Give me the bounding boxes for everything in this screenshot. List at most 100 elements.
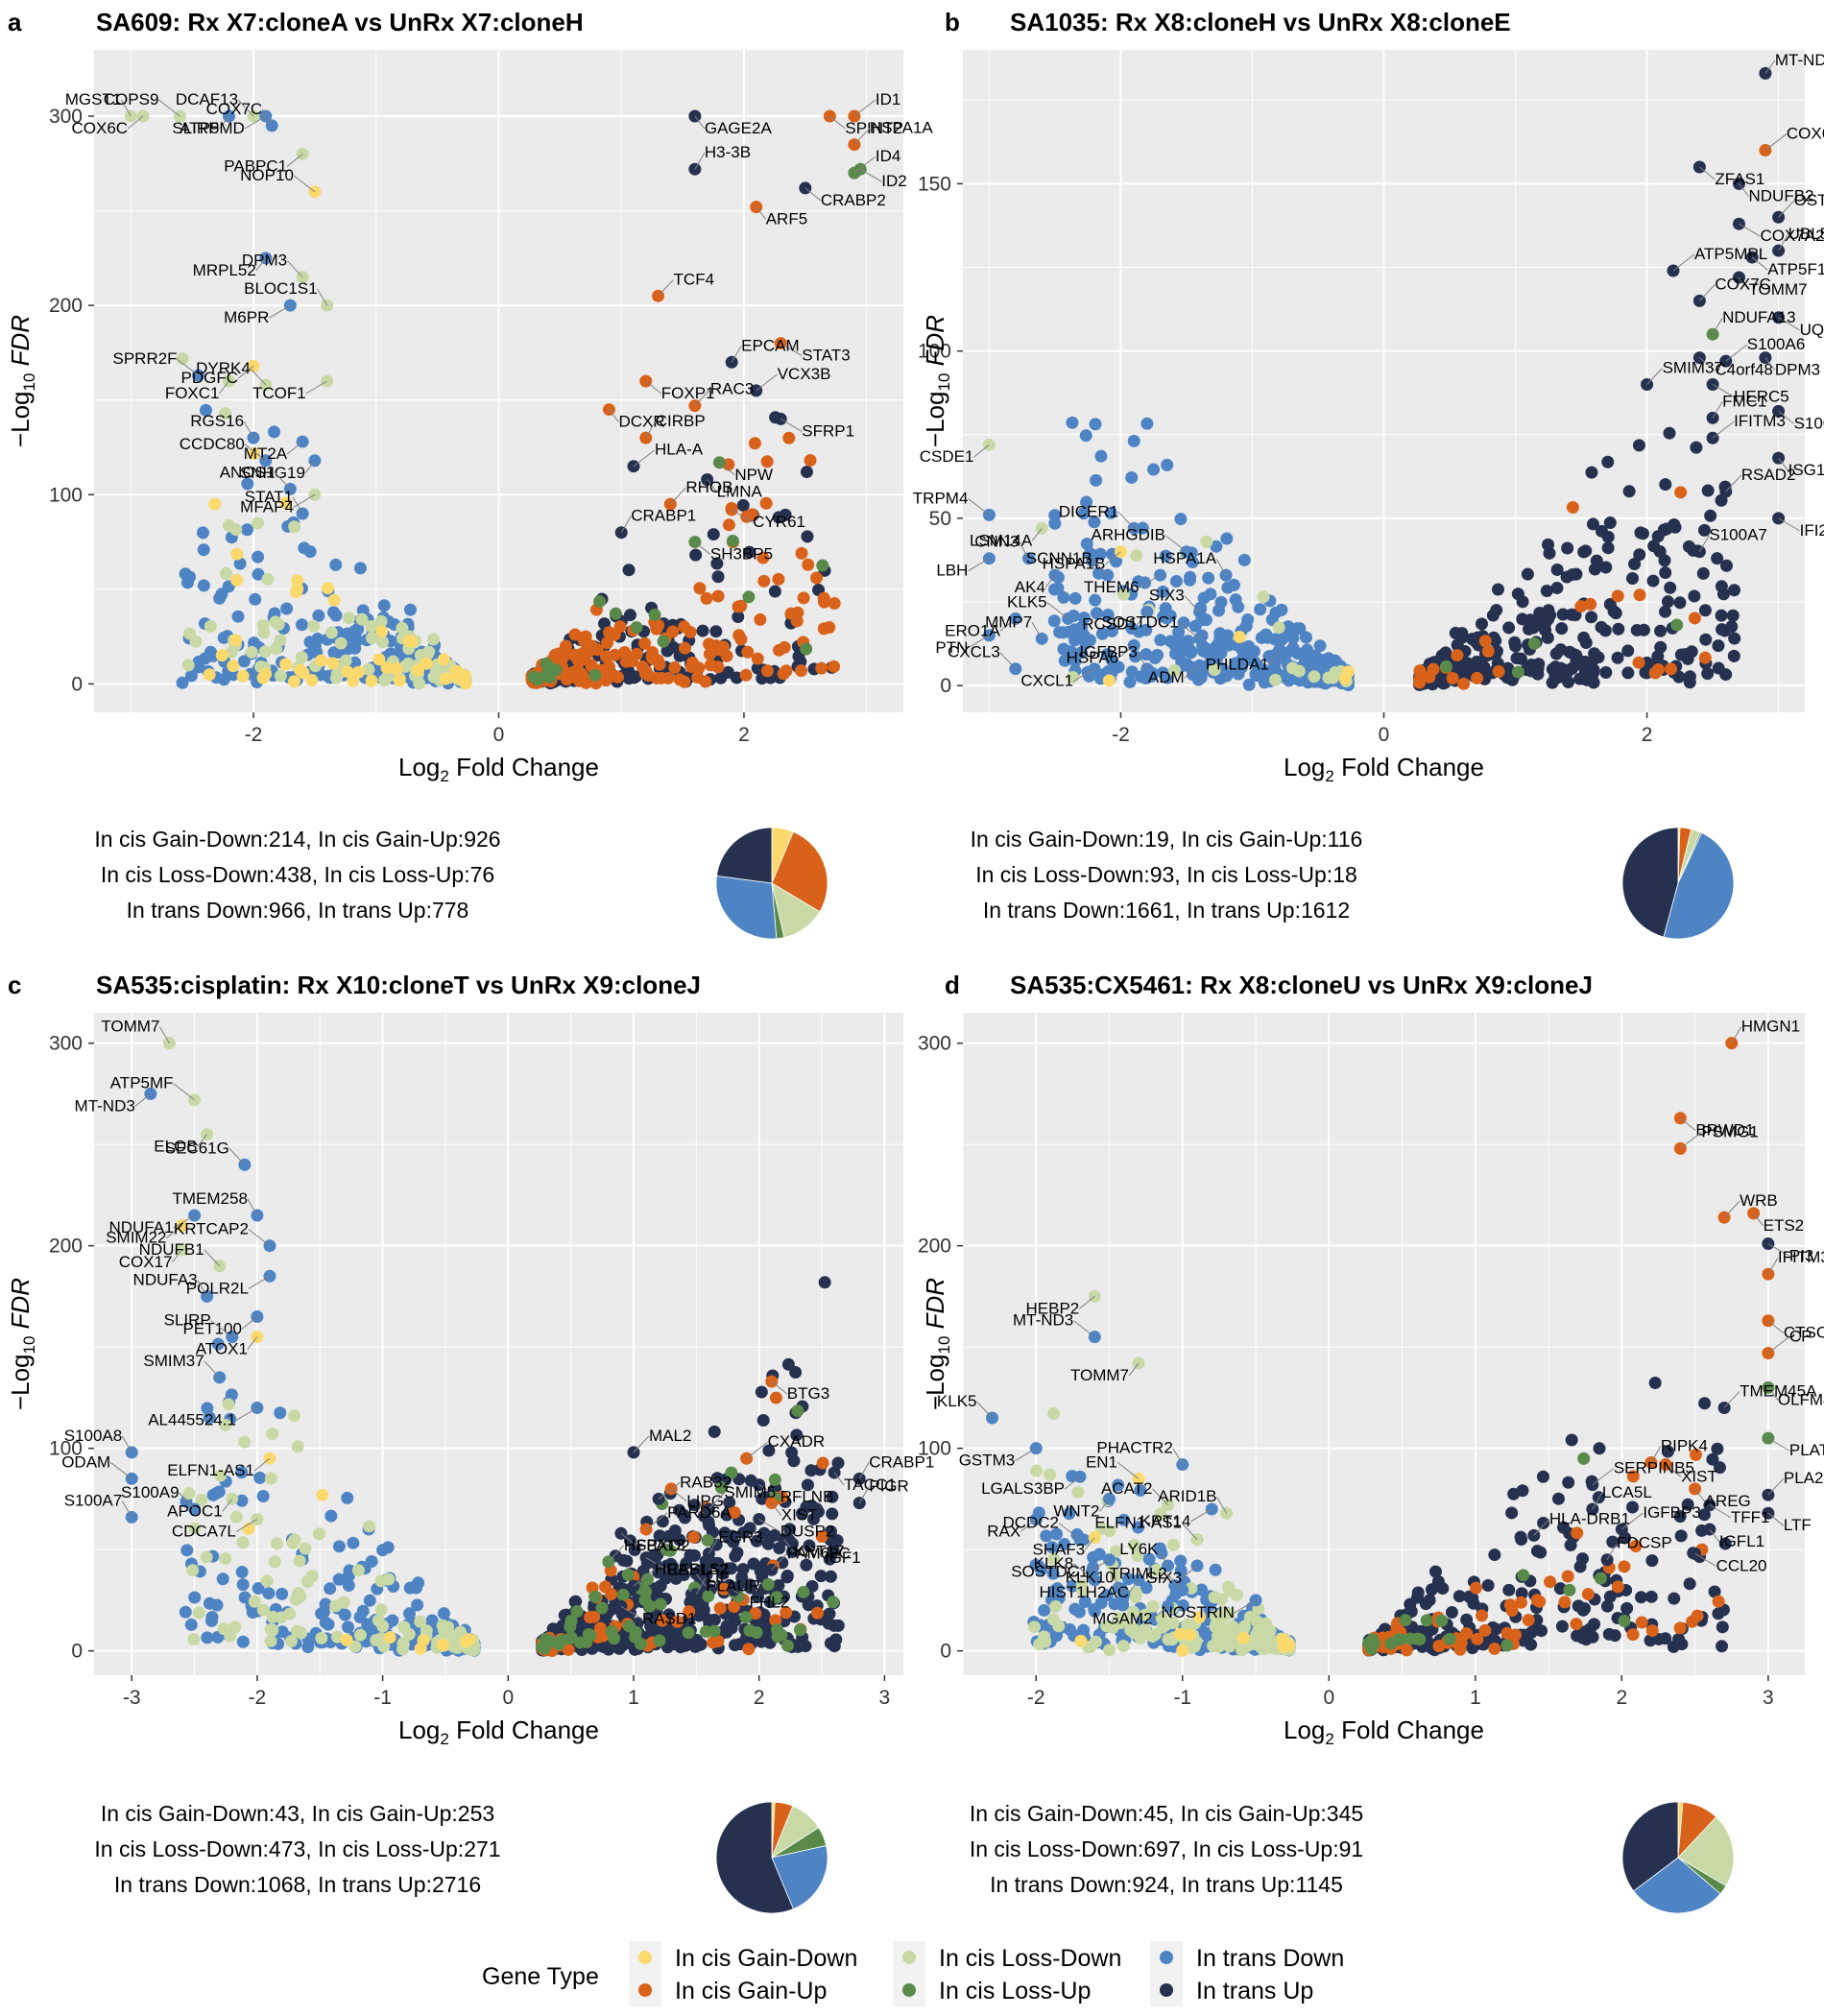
data-point — [1101, 665, 1115, 679]
gene-label: PTN — [935, 638, 968, 657]
data-point — [1600, 1599, 1614, 1613]
gene-label: UQCRB — [1800, 321, 1824, 339]
data-point — [201, 1631, 214, 1644]
data-point — [1072, 1605, 1086, 1619]
data-point — [678, 620, 691, 634]
data-point — [1542, 604, 1555, 617]
data-point — [1116, 588, 1130, 601]
data-point — [707, 528, 720, 541]
data-point — [654, 1597, 667, 1611]
pie-chart — [715, 1801, 828, 1914]
data-point — [712, 643, 726, 657]
data-point — [1134, 1484, 1147, 1498]
data-point — [1177, 616, 1190, 630]
gene-label: CXCL3 — [948, 643, 1000, 661]
data-point — [701, 1533, 714, 1547]
data-point — [1169, 575, 1183, 588]
data-point — [1160, 612, 1173, 625]
label-connector — [1764, 357, 1776, 371]
label-connector — [204, 1360, 221, 1379]
data-point — [710, 1472, 724, 1485]
data-point — [1716, 1620, 1729, 1634]
pie-slice — [715, 1801, 794, 1914]
label-connector — [253, 1457, 271, 1472]
data-point — [1664, 581, 1677, 594]
label-connector — [1105, 551, 1121, 565]
data-point — [1080, 495, 1093, 509]
label-connector — [771, 1380, 788, 1395]
data-point — [1079, 429, 1092, 443]
data-point — [1132, 625, 1145, 638]
data-point — [699, 675, 712, 688]
data-point — [1505, 1506, 1519, 1520]
data-point — [1691, 1609, 1704, 1622]
gene-label: MT2A — [244, 444, 288, 463]
data-point — [823, 621, 836, 635]
gene-label: PLA2G2A — [1784, 1469, 1824, 1487]
data-point — [1542, 538, 1555, 551]
data-point — [1654, 624, 1668, 637]
data-point — [1618, 1560, 1631, 1573]
data-point — [1051, 582, 1065, 595]
data-point — [1533, 1595, 1547, 1608]
y-tick-label: 150 — [918, 173, 951, 195]
data-point — [1212, 604, 1225, 617]
data-point — [653, 1529, 666, 1543]
label-connector — [166, 1225, 182, 1238]
data-point — [741, 645, 755, 659]
gene-label: COX6C — [1787, 125, 1824, 143]
data-point — [1068, 591, 1082, 605]
data-point — [539, 669, 552, 683]
data-point — [179, 1605, 192, 1619]
gene-label: IFI27 — [1800, 521, 1824, 540]
data-point — [564, 1620, 577, 1634]
data-point — [1698, 604, 1712, 617]
data-point — [1092, 1548, 1106, 1561]
label-connector — [1137, 612, 1148, 625]
data-point — [1511, 665, 1524, 679]
data-point — [1299, 631, 1312, 644]
gene-label: TCOF1 — [252, 384, 306, 402]
x-tick-label: 3 — [1763, 1687, 1774, 1709]
data-point — [1620, 1601, 1634, 1615]
data-point — [342, 1579, 355, 1593]
gene-label: SOSTDC1 — [1101, 612, 1178, 631]
y-tick-label: 100 — [49, 484, 83, 506]
data-point — [264, 1472, 277, 1485]
gene-label: GAGE2A — [705, 119, 773, 137]
gene-label: MT-ND3 — [75, 1096, 135, 1115]
data-point — [780, 1639, 794, 1652]
gene-label: NPW — [734, 466, 773, 484]
label-connector — [1606, 1543, 1618, 1560]
data-point — [261, 572, 275, 586]
y-tick-label: 200 — [49, 295, 83, 317]
data-point — [235, 1466, 249, 1479]
gene-label: ODAM — [61, 1452, 110, 1471]
gene-label: FBXO2 — [636, 1536, 690, 1554]
gene-label: PABPC1 — [224, 156, 287, 175]
data-point — [1283, 1638, 1296, 1651]
data-point — [555, 1634, 568, 1647]
data-point — [1551, 1492, 1565, 1505]
gene-label: KRT14 — [1140, 1512, 1191, 1530]
data-point — [790, 1428, 804, 1442]
data-point — [1660, 522, 1673, 536]
count-line: In cis Gain-Down:19, In cis Gain-Up:116 — [971, 827, 1363, 852]
data-point — [1103, 1644, 1116, 1657]
data-point — [1443, 1632, 1456, 1645]
gene-label: CSDE1 — [920, 447, 974, 466]
y-tick-label: 300 — [49, 106, 83, 128]
gene-label: COX7C — [206, 100, 263, 118]
data-point — [1080, 537, 1093, 550]
data-point — [334, 636, 348, 650]
data-point — [1567, 648, 1580, 661]
data-point — [1254, 603, 1267, 616]
data-point — [1626, 1470, 1640, 1483]
data-point — [1644, 1590, 1658, 1603]
label-connector — [261, 108, 273, 127]
data-point — [303, 545, 317, 559]
data-point — [760, 455, 774, 468]
data-point — [268, 425, 281, 439]
data-point — [1037, 1630, 1050, 1644]
gene-label: IFITM3 — [1778, 1248, 1824, 1266]
